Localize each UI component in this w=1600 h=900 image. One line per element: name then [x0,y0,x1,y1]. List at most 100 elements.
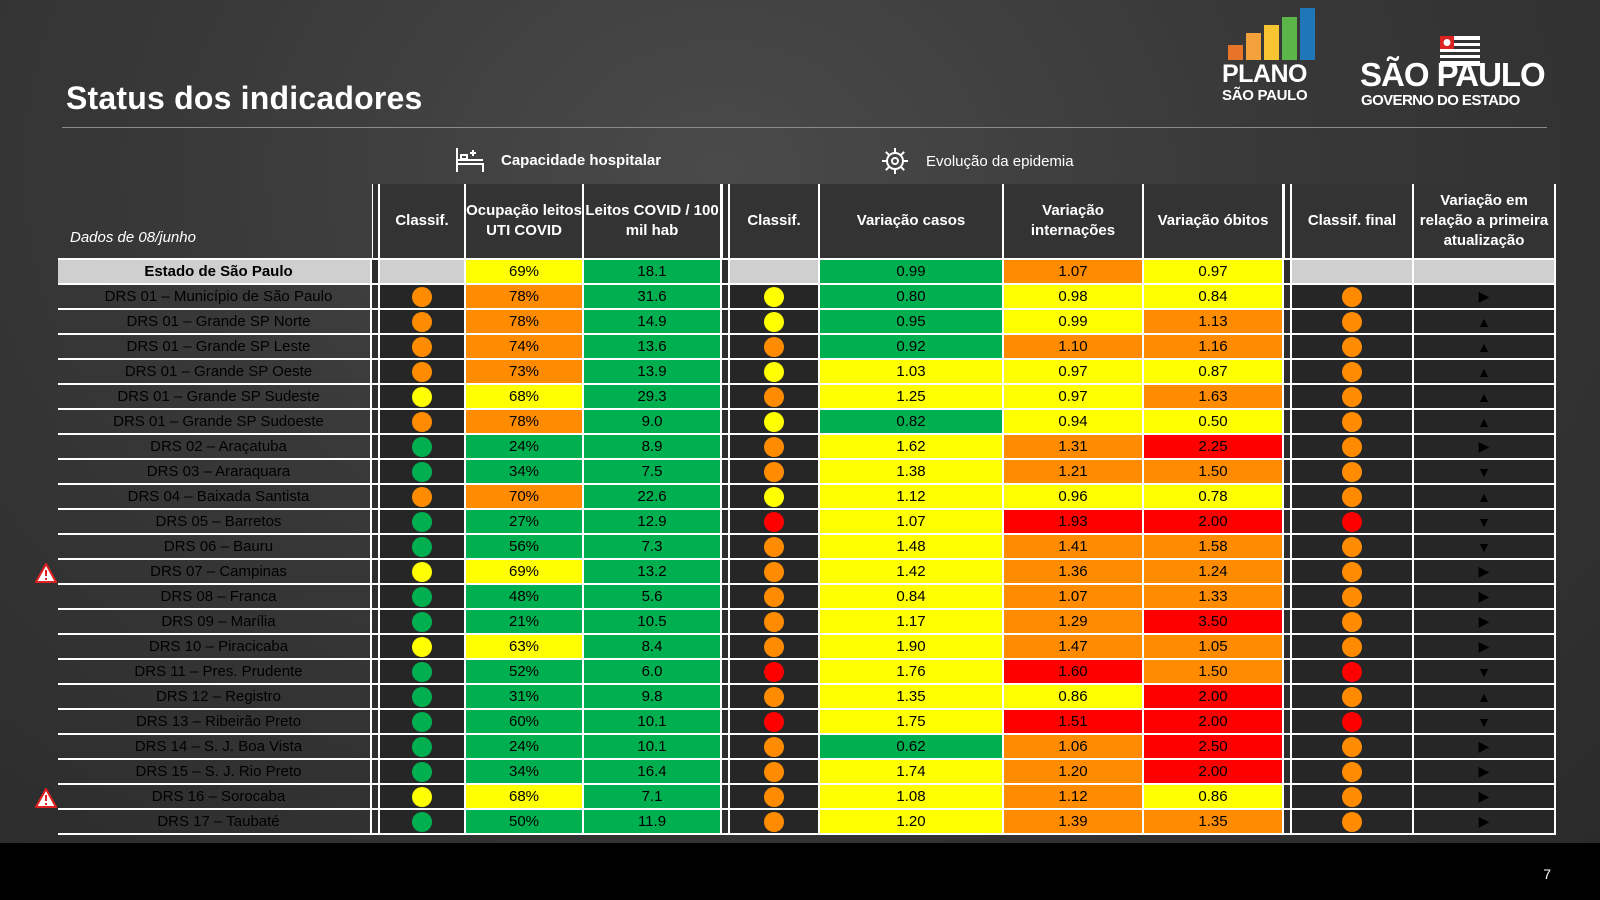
status-dot-orange [764,436,784,457]
classif-hospital-cell [380,285,466,310]
trend-arrow-cell: ▼ [1414,660,1556,685]
variacao-internacoes-cell: 1.31 [1004,435,1144,460]
ocupacao-cell: 78% [466,410,584,435]
trend-arrow-cell: ▶ [1414,610,1556,635]
classif-final-cell [1292,635,1414,660]
variacao-internacoes-cell: 0.97 [1004,385,1144,410]
column-separator [372,410,380,435]
status-dot-red [1342,661,1362,682]
leitos-cell: 10.1 [584,710,722,735]
variacao-casos-cell: 1.38 [820,460,1004,485]
variacao-internacoes-cell: 1.06 [1004,735,1144,760]
trend-arrow-cell: ▶ [1414,560,1556,585]
classif-epidemic-cell [730,285,820,310]
header-ocupacao: Ocupação leitos UTI COVID [466,184,584,260]
status-dot-green [412,711,432,732]
column-separator [372,585,380,610]
trend-arrow-cell: ▲ [1414,410,1556,435]
column-separator [722,260,730,285]
classif-final-cell [1292,260,1414,285]
region-name: DRS 17 – Taubaté [58,810,372,835]
variacao-casos-cell: 1.62 [820,435,1004,460]
column-separator [372,310,380,335]
column-separator [1284,585,1292,610]
ocupacao-cell: 34% [466,460,584,485]
status-dot-green [412,536,432,557]
table-row: DRS 16 – Sorocaba 68% 7.1 1.08 1.12 0.86 ▶ [58,785,1556,810]
classif-hospital-cell [380,485,466,510]
classif-epidemic-cell [730,560,820,585]
variacao-casos-cell: 1.20 [820,810,1004,835]
table-row: DRS 14 – S. J. Boa Vista 24% 10.1 0.62 1.06 2… [58,735,1556,760]
variacao-obitos-cell: 2.00 [1144,710,1284,735]
variacao-obitos-cell: 3.50 [1144,610,1284,635]
variacao-obitos-cell: 1.16 [1144,335,1284,360]
leitos-cell: 13.9 [584,360,722,385]
classif-epidemic-cell [730,710,820,735]
sp-logo-line1: SÃO PAULO [1360,56,1546,93]
leitos-cell: 11.9 [584,810,722,835]
status-dot-yellow [764,286,784,307]
column-separator [722,335,730,360]
classif-final-cell [1292,485,1414,510]
table-row: DRS 03 – Araraquara 34% 7.5 1.38 1.21 1.50 ▼ [58,460,1556,485]
column-separator [722,485,730,510]
variacao-obitos-cell: 0.78 [1144,485,1284,510]
status-dot-red [764,711,784,732]
column-separator [1284,260,1292,285]
table-row: DRS 04 – Baixada Santista 70% 22.6 1.12 0.96… [58,485,1556,510]
table-row: DRS 01 – Grande SP Oeste 73% 13.9 1.03 0.97 0… [58,360,1556,385]
classif-epidemic-cell [730,410,820,435]
trend-arrow-cell: ▶ [1414,635,1556,660]
status-dot-yellow [764,311,784,332]
variacao-internacoes-cell: 0.86 [1004,685,1144,710]
status-dot-orange [1342,286,1362,307]
section-hospital-label: Capacidade hospitalar [501,151,662,169]
variacao-obitos-cell: 1.05 [1144,635,1284,660]
variacao-obitos-cell: 0.86 [1144,785,1284,810]
column-separator [372,810,380,835]
ocupacao-cell: 60% [466,710,584,735]
trend-arrow-cell: ▼ [1414,510,1556,535]
status-dot-orange [764,761,784,782]
table-row: DRS 12 – Registro 31% 9.8 1.35 0.86 2.00 ▲ [58,685,1556,710]
table-row: DRS 01 – Grande SP Norte 78% 14.9 0.95 0.99 1… [58,310,1556,335]
status-dot-orange [1342,611,1362,632]
classif-epidemic-cell [730,460,820,485]
ocupacao-cell: 70% [466,485,584,510]
classif-hospital-cell [380,435,466,460]
status-dot-orange [1342,486,1362,507]
ocupacao-cell: 34% [466,760,584,785]
status-dot-green [412,736,432,757]
governo-sao-paulo-logo: SÃO PAULO GOVERNO DO ESTADO [1360,36,1556,111]
classif-epidemic-cell [730,635,820,660]
column-separator [722,785,730,810]
column-separator [722,285,730,310]
warning-icon [35,787,57,808]
column-separator [372,260,380,285]
status-dot-green [412,611,432,632]
classif-final-cell [1292,335,1414,360]
status-dot-orange [764,336,784,357]
variacao-obitos-cell: 0.87 [1144,360,1284,385]
classif-epidemic-cell [730,660,820,685]
header-classif-hospital: Classif. [380,184,466,260]
table-row: DRS 01 – Grande SP Sudoeste 78% 9.0 0.82 0.9… [58,410,1556,435]
leitos-cell: 13.6 [584,335,722,360]
column-separator [372,335,380,360]
column-separator [372,760,380,785]
status-dot-orange [1342,786,1362,807]
variacao-internacoes-cell: 1.93 [1004,510,1144,535]
column-separator [372,735,380,760]
column-separator [372,610,380,635]
classif-epidemic-cell [730,685,820,710]
variacao-internacoes-cell: 1.41 [1004,535,1144,560]
status-dot-orange [1342,636,1362,657]
leitos-cell: 9.0 [584,410,722,435]
status-dot-orange [1342,311,1362,332]
trend-arrow-cell: ▶ [1414,285,1556,310]
column-separator [722,460,730,485]
status-dot-orange [764,636,784,657]
classif-final-cell [1292,410,1414,435]
ocupacao-cell: 21% [466,610,584,635]
